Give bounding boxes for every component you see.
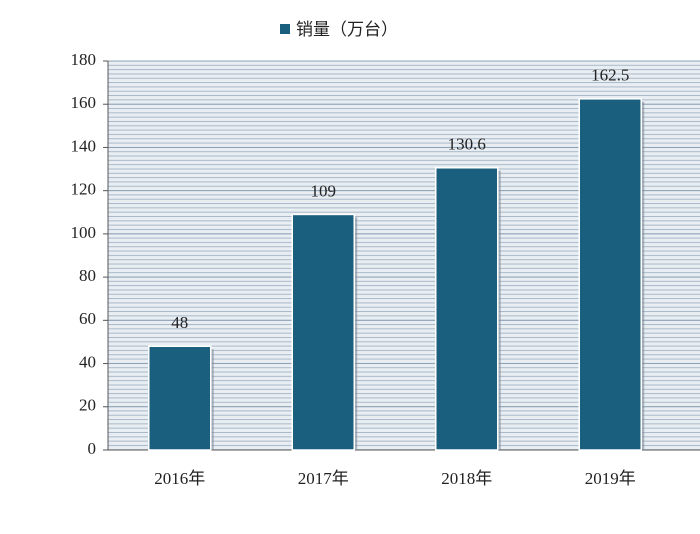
value-label: 109	[311, 181, 337, 200]
legend-label: 销量（万台）	[296, 20, 398, 40]
y-tick-label: 120	[71, 180, 97, 199]
bar	[578, 98, 642, 451]
legend-swatch	[280, 24, 290, 34]
x-tick-label: 2017年	[298, 469, 349, 488]
value-label: 162.5	[591, 66, 629, 85]
y-tick-label: 80	[79, 266, 96, 285]
y-tick-label: 180	[71, 50, 97, 69]
x-tick-label: 2018年	[441, 469, 492, 488]
x-tick-label: 2019年	[585, 469, 636, 488]
y-tick-label: 0	[88, 439, 97, 458]
value-label: 48	[171, 313, 188, 332]
value-label: 130.6	[448, 135, 486, 154]
bar	[435, 167, 499, 451]
bar	[291, 213, 355, 451]
y-tick-label: 40	[79, 352, 96, 371]
y-tick-label: 160	[71, 93, 97, 112]
x-tick-label: 2016年	[154, 469, 205, 488]
y-tick-label: 140	[71, 136, 97, 155]
y-tick-label: 100	[71, 223, 97, 242]
y-tick-label: 60	[79, 309, 96, 328]
y-tick-label: 20	[79, 396, 96, 415]
bar	[148, 345, 212, 451]
